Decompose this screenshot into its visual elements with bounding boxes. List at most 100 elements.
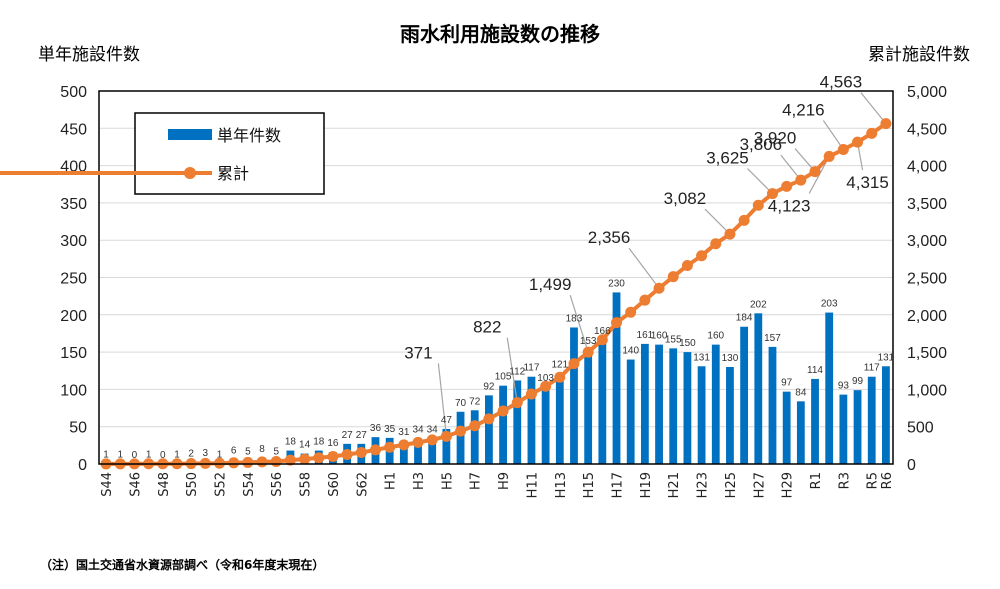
bar: [853, 390, 862, 464]
cumulative-marker: [242, 456, 254, 468]
cumulative-marker: [511, 397, 523, 409]
annotation-leader: [506, 337, 518, 403]
cumulative-marker: [384, 441, 396, 453]
bar-value-label: 103: [537, 373, 554, 384]
bar-value-label: 31: [398, 427, 410, 438]
x-tick-label: S58: [299, 472, 314, 497]
bar: [640, 343, 649, 464]
bar-value-label: 18: [313, 437, 325, 448]
bar-value-label: 203: [821, 299, 838, 310]
bar-value-label: 153: [580, 336, 597, 347]
cumulative-marker: [369, 444, 381, 456]
cumulative-marker: [440, 430, 452, 442]
bar-value-label: 34: [412, 425, 424, 436]
bar-value-label: 97: [781, 378, 793, 389]
bar-value-label: 150: [679, 338, 696, 349]
bar: [414, 438, 422, 464]
cumulative-marker: [752, 199, 764, 211]
cumulative-series: [100, 118, 892, 470]
left-tick-label: 350: [60, 196, 87, 213]
bar: [882, 366, 890, 464]
x-tick-label: S56: [270, 472, 285, 497]
left-tick-label: 300: [60, 233, 87, 250]
cumulative-marker: [611, 317, 623, 329]
bar: [442, 428, 451, 464]
cumulative-marker: [412, 436, 424, 448]
bar-value-label: 27: [356, 430, 368, 441]
axes: 05010015020025030035040045050005001,0001…: [60, 84, 947, 498]
cumulative-marker: [497, 405, 509, 417]
right-tick-label: 3,500: [907, 196, 947, 213]
x-tick-label: H1: [384, 472, 399, 490]
cumulative-annotation-label: 3,625: [706, 149, 749, 168]
x-tick-label: R6: [880, 472, 895, 489]
cumulative-marker: [781, 180, 793, 192]
x-tick-label: S48: [157, 472, 172, 497]
x-tick-label: H21: [667, 472, 682, 498]
bar-value-label: 114: [807, 365, 823, 376]
cumulative-marker: [766, 188, 778, 200]
bar: [811, 378, 819, 464]
bar: [513, 380, 522, 464]
bar-value-label: 14: [299, 440, 311, 451]
cumulative-marker: [525, 388, 537, 400]
bar-value-label: 161: [637, 330, 654, 341]
cumulative-marker: [852, 136, 864, 148]
cumulative-annotation-label: 371: [404, 343, 432, 362]
bar: [470, 410, 479, 464]
bar-value-label: 3: [203, 448, 209, 459]
bar-value-label: 1: [217, 449, 223, 460]
cumulative-marker: [710, 238, 722, 250]
leader-lines: [437, 92, 887, 437]
bar-value-label: 117: [523, 363, 539, 374]
cumulative-marker: [837, 143, 849, 155]
cumulative-marker: [625, 306, 637, 318]
right-tick-label: 3,000: [907, 233, 947, 250]
right-tick-label: 1,000: [907, 382, 947, 399]
x-tick-label: H15: [582, 472, 597, 498]
cumulative-annotation-label: 3,806: [740, 135, 783, 154]
bar: [612, 292, 621, 464]
left-tick-label: 150: [60, 345, 87, 362]
x-tick-label: S60: [327, 472, 342, 497]
right-axis-title: 累計施設件数: [868, 45, 970, 65]
cumulative-annotation-label: 4,216: [782, 100, 825, 119]
cumulative-marker: [256, 456, 268, 468]
annotation-leader: [860, 92, 887, 124]
x-tick-label: S52: [214, 472, 229, 497]
right-tick-label: 500: [907, 420, 934, 437]
bar-value-label: 16: [327, 438, 339, 449]
bar-value-label: 130: [722, 353, 739, 364]
bar: [626, 359, 635, 464]
bar: [428, 438, 437, 464]
left-tick-label: 0: [78, 457, 87, 474]
bar: [825, 312, 834, 464]
bar: [726, 367, 734, 464]
bar-value-label: 99: [852, 376, 864, 387]
annotation-leader: [822, 120, 844, 150]
cumulative-marker: [795, 174, 807, 186]
x-tick-label: R3: [837, 472, 852, 489]
bar-value-label: 2: [188, 449, 194, 460]
cumulative-marker: [469, 420, 481, 432]
cumulative-marker: [341, 449, 353, 461]
bar-value-label: 140: [622, 346, 639, 357]
cumulative-marker: [270, 455, 282, 467]
bar: [541, 387, 550, 464]
cumulative-marker: [313, 452, 325, 464]
bar-value-label: 35: [384, 424, 396, 435]
plot-border: [98, 90, 894, 465]
right-tick-label: 4,500: [907, 121, 947, 138]
bar: [598, 340, 607, 464]
bar-value-label: 105: [495, 372, 512, 383]
cumulative-marker: [554, 371, 566, 383]
bar-value-label: 166: [594, 326, 611, 337]
cumulative-marker: [228, 457, 240, 469]
cumulative-marker: [540, 380, 552, 392]
x-tick-label: H19: [639, 472, 654, 498]
cumulative-annotation-label: 3,082: [664, 189, 707, 208]
cumulative-marker: [696, 250, 708, 262]
left-tick-label: 450: [60, 121, 87, 138]
cumulative-marker: [809, 166, 821, 178]
